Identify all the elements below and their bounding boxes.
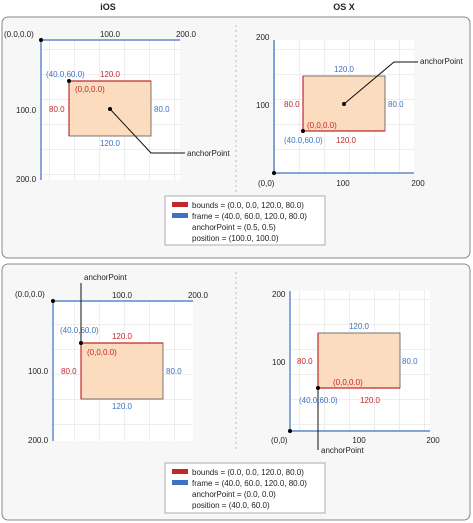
ios-height-right-label: 80.0	[166, 367, 182, 376]
osx-y-tick-200: 200	[272, 290, 286, 299]
ios-height-left-label: 80.0	[61, 367, 77, 376]
ios-width-top-label: 120.0	[100, 70, 121, 79]
osx-origin-dot	[288, 429, 292, 433]
osx-bounds-origin-label: (0,0,0.0)	[333, 378, 363, 387]
legend-box	[164, 462, 326, 514]
osx-height-right-label: 80.0	[388, 100, 404, 109]
osx-frame-origin-label: (40.0,60.0)	[284, 136, 323, 145]
osx-y-tick-200: 200	[256, 33, 270, 42]
legend-bounds-swatch	[172, 202, 188, 207]
osx-width-top-label: 120.0	[334, 65, 355, 74]
legend-anchor-text: anchorPoint = (0.5, 0.5)	[192, 223, 276, 232]
legend-frame-swatch	[172, 480, 188, 485]
ios-x-tick-200: 200.0	[176, 30, 197, 39]
ios-width-bottom-label: 120.0	[100, 139, 121, 148]
osx-diagram-1: (0,0) 100 200 100 200 (40.0,60.0) (0,0,0…	[256, 33, 463, 188]
osx-x-tick-200: 200	[411, 179, 425, 188]
osx-origin-dot	[272, 171, 276, 175]
osx-frame-origin-label: (40.0,60.0)	[299, 396, 338, 405]
osx-x-tick-100: 100	[352, 436, 366, 445]
osx-width-bottom-label: 120.0	[360, 396, 381, 405]
ios-anchor-label: anchorPoint	[84, 273, 127, 282]
ios-y-tick-200: 200.0	[28, 436, 49, 445]
osx-width-bottom-label: 120.0	[336, 136, 357, 145]
legend-2: bounds = (0.0, 0.0, 120.0, 80.0) frame =…	[164, 462, 326, 514]
osx-width-top-label: 120.0	[349, 322, 370, 331]
ios-width-bottom-label: 120.0	[112, 402, 133, 411]
osx-anchor-label: anchorPoint	[420, 57, 463, 66]
osx-y-tick-100: 100	[272, 358, 286, 367]
ios-height-left-label: 80.0	[49, 105, 65, 114]
legend-bounds-text: bounds = (0.0, 0.0, 120.0, 80.0)	[192, 201, 304, 210]
legend-anchor-text: anchorPoint = (0.0, 0.0)	[192, 490, 276, 499]
ios-x-tick-100: 100.0	[100, 30, 121, 39]
osx-x-tick-200: 200	[426, 436, 440, 445]
ios-anchor-leader	[109, 108, 185, 154]
osx-bounds-origin-label: (0,0,0.0)	[307, 121, 337, 130]
ios-diagram-2: (0.0,0.0) 100.0 200.0 100.0 200.0 (40.0,…	[15, 273, 209, 445]
ios-frame-origin-label: (40.0,60.0)	[60, 326, 99, 335]
osx-height-left-label: 80.0	[297, 357, 313, 366]
osx-height-right-label: 80.0	[402, 357, 418, 366]
ios-frame-origin-label: (40.0,60.0)	[46, 70, 85, 79]
osx-header: OS X	[333, 2, 355, 12]
ios-anchor-label: anchorPoint	[187, 149, 230, 158]
ios-x-tick-200: 200.0	[188, 291, 209, 300]
ios-bounds-origin-label: (0,0,0.0)	[75, 85, 105, 94]
ios-y-tick-200: 200.0	[16, 175, 37, 184]
ios-bounds-origin-label: (0,0,0.0)	[87, 348, 117, 357]
osx-anchor-leader	[343, 61, 418, 105]
osx-x-tick-100: 100	[336, 179, 350, 188]
legend-position-text: position = (40.0, 60.0)	[192, 501, 270, 510]
osx-frame-origin-dot	[301, 129, 305, 133]
osx-diagram-2: (0,0) 100 200 100 200 (40.0,60.0) (0,0,0…	[271, 290, 440, 455]
ios-origin-label: (0.0,0.0)	[4, 30, 34, 39]
ios-width-top-label: 120.0	[112, 332, 133, 341]
osx-y-tick-100: 100	[256, 101, 270, 110]
ios-origin-dot	[39, 38, 43, 42]
osx-origin-label: (0,0)	[271, 436, 288, 445]
panel-2: (0.0,0.0) 100.0 200.0 100.0 200.0 (40.0,…	[1, 263, 471, 521]
ios-origin-label: (0.0,0.0)	[15, 290, 45, 299]
ios-header: iOS	[100, 2, 116, 12]
legend-frame-swatch	[172, 213, 188, 218]
legend-position-text: position = (100.0, 100.0)	[192, 234, 279, 243]
osx-height-left-label: 80.0	[284, 100, 300, 109]
osx-origin-label: (0,0)	[258, 179, 275, 188]
legend-box	[164, 195, 326, 246]
ios-y-tick-100: 100.0	[16, 106, 37, 115]
legend-bounds-text: bounds = (0.0, 0.0, 120.0, 80.0)	[192, 468, 304, 477]
panel-1: (0.0,0.0) 100.0 200.0 100.0 200.0 (40.0,…	[1, 16, 471, 259]
ios-height-right-label: 80.0	[154, 105, 170, 114]
ios-y-tick-100: 100.0	[28, 367, 49, 376]
ios-frame-origin-dot	[67, 79, 71, 83]
legend-frame-text: frame = (40.0, 60.0, 120.0, 80.0)	[192, 212, 307, 221]
ios-x-tick-100: 100.0	[112, 291, 133, 300]
legend-1: bounds = (0.0, 0.0, 120.0, 80.0) frame =…	[164, 195, 326, 246]
ios-diagram-1: (0.0,0.0) 100.0 200.0 100.0 200.0 (40.0,…	[4, 30, 230, 184]
legend-bounds-swatch	[172, 469, 188, 474]
ios-origin-dot	[51, 299, 55, 303]
osx-anchor-label: anchorPoint	[321, 446, 364, 455]
legend-frame-text: frame = (40.0, 60.0, 120.0, 80.0)	[192, 479, 307, 488]
